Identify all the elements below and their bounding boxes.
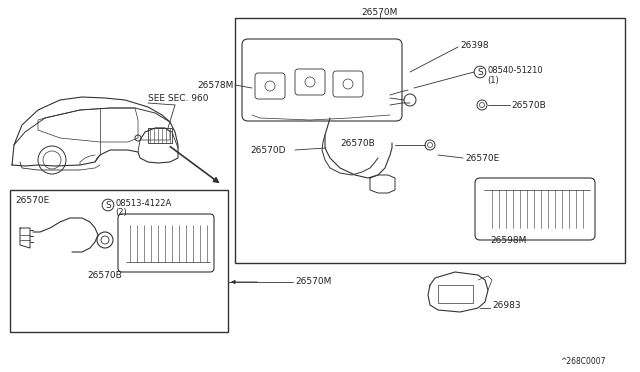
FancyBboxPatch shape xyxy=(242,39,402,121)
Text: 26570M: 26570M xyxy=(295,278,332,286)
Text: 26570B: 26570B xyxy=(511,100,546,109)
Text: 26570B: 26570B xyxy=(88,270,122,279)
Text: 26598M: 26598M xyxy=(490,235,526,244)
Text: ^268C0007: ^268C0007 xyxy=(560,357,605,366)
Bar xyxy=(10,190,228,332)
Text: 26570E: 26570E xyxy=(465,154,499,163)
FancyBboxPatch shape xyxy=(475,178,595,240)
Text: (1): (1) xyxy=(487,76,499,84)
Text: 26570D: 26570D xyxy=(250,145,285,154)
FancyBboxPatch shape xyxy=(295,69,325,95)
Text: 26570E: 26570E xyxy=(15,196,49,205)
Text: 08513-4122A: 08513-4122A xyxy=(115,199,172,208)
Text: 26983: 26983 xyxy=(492,301,520,310)
Text: 26570M: 26570M xyxy=(362,7,398,16)
FancyBboxPatch shape xyxy=(255,73,285,99)
Text: 08540-51210: 08540-51210 xyxy=(487,65,543,74)
Text: (2): (2) xyxy=(115,208,127,217)
Text: S: S xyxy=(477,67,483,77)
Text: S: S xyxy=(105,201,111,209)
Bar xyxy=(438,285,473,303)
FancyBboxPatch shape xyxy=(333,71,363,97)
Text: 26570B: 26570B xyxy=(340,138,375,148)
FancyBboxPatch shape xyxy=(118,214,214,272)
Text: 26578M: 26578M xyxy=(198,80,234,90)
Bar xyxy=(235,18,625,263)
Text: 26398: 26398 xyxy=(460,41,488,49)
Text: SEE SEC. 960: SEE SEC. 960 xyxy=(148,93,209,103)
